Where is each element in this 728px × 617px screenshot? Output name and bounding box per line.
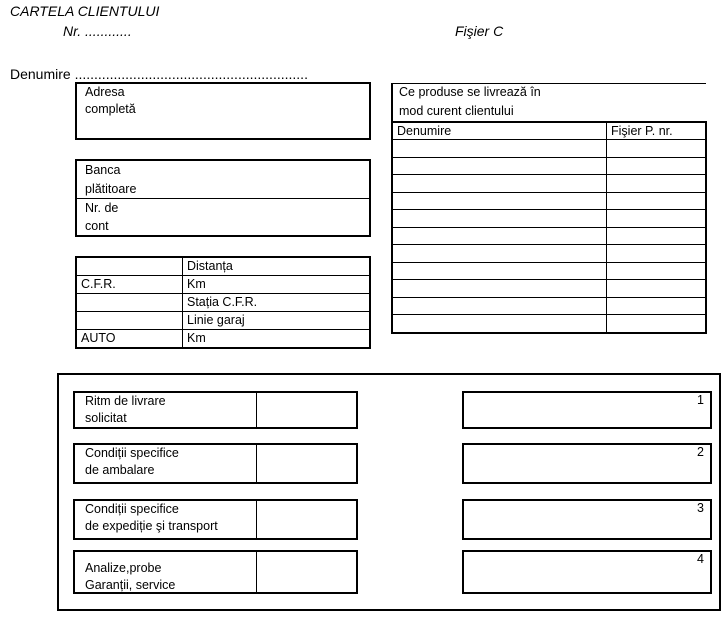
condition-label-box[interactable]: Analize,probe Garanții, service (73, 550, 358, 594)
condition-label: Garanții, service (85, 578, 176, 592)
transport-type-cell[interactable] (75, 311, 183, 330)
products-left-line (391, 83, 393, 122)
condition-value-box[interactable]: 3 (462, 499, 712, 540)
condition-label-box[interactable]: Condiții specifice de ambalare (73, 443, 358, 484)
condition-number: 3 (697, 501, 704, 515)
condition-label: de ambalare (85, 463, 155, 477)
transport-table: Distanța C.F.R. Km Stația C.F.R. Linie garaj… (75, 256, 371, 349)
condition-label-box[interactable]: Condiții specifice de expediție şi transp… (73, 499, 358, 540)
condition-number: 1 (697, 393, 704, 407)
transport-row: Linie garaj (75, 311, 371, 330)
transport-field-cell[interactable]: Stația C.F.R. (182, 293, 371, 312)
product-name-cell[interactable] (391, 139, 607, 158)
bank-box: Banca plătitoare Nr. de cont (75, 159, 371, 237)
bank-label-1: Banca (85, 163, 121, 177)
product-row (391, 296, 707, 315)
transport-row: C.F.R. Km (75, 275, 371, 294)
address-label-1: Adresa (85, 85, 125, 99)
product-file-cell[interactable] (606, 174, 707, 193)
product-file-cell[interactable] (606, 226, 707, 245)
card-number-field[interactable]: Nr. ............ (63, 23, 132, 39)
transport-type-cell[interactable]: C.F.R. (75, 275, 183, 294)
product-file-cell[interactable] (606, 314, 707, 333)
transport-field-cell[interactable]: Km (182, 275, 371, 294)
divider (77, 198, 369, 199)
product-file-cell[interactable] (606, 191, 707, 210)
product-name-cell[interactable] (391, 261, 607, 280)
product-name-cell[interactable] (391, 226, 607, 245)
account-label-1: Nr. de (85, 201, 119, 215)
product-file-cell[interactable] (606, 139, 707, 158)
transport-row: AUTO Km (75, 329, 371, 349)
transport-field-cell[interactable]: Km (182, 329, 371, 349)
column-header-name: Denumire (391, 121, 607, 140)
divider (256, 501, 257, 538)
product-file-cell[interactable] (606, 261, 707, 280)
transport-field-cell[interactable]: Linie garaj (182, 311, 371, 330)
product-row (391, 139, 707, 158)
transport-type-cell[interactable] (75, 256, 183, 276)
product-file-cell[interactable] (606, 156, 707, 175)
transport-row: Distanța (75, 256, 371, 276)
transport-type-cell[interactable]: AUTO (75, 329, 183, 349)
address-box[interactable]: Adresa completă (75, 82, 371, 140)
product-file-cell[interactable] (606, 279, 707, 298)
transport-row: Stația C.F.R. (75, 293, 371, 312)
product-file-cell[interactable] (606, 296, 707, 315)
condition-number: 4 (697, 552, 704, 566)
product-name-cell[interactable] (391, 244, 607, 263)
products-header-row: Denumire Fişier P. nr. (391, 121, 707, 140)
product-row (391, 226, 707, 245)
product-name-cell[interactable] (391, 191, 607, 210)
form-title: CARTELA CLIENTULUI (10, 3, 160, 19)
products-title-2: mod curent clientului (399, 104, 514, 118)
condition-label: Analize,probe (85, 561, 162, 575)
condition-number: 2 (697, 445, 704, 459)
product-name-cell[interactable] (391, 279, 607, 298)
account-label-2: cont (85, 219, 109, 233)
product-row (391, 244, 707, 263)
bank-label-2: plătitoare (85, 182, 137, 196)
condition-value-box[interactable]: 2 (462, 443, 712, 484)
product-name-cell[interactable] (391, 156, 607, 175)
divider (256, 393, 257, 427)
product-name-cell[interactable] (391, 296, 607, 315)
product-name-cell[interactable] (391, 174, 607, 193)
transport-field-cell[interactable]: Distanța (182, 256, 371, 276)
condition-label: Condiții specifice (85, 446, 179, 460)
product-file-cell[interactable] (606, 209, 707, 228)
divider (256, 552, 257, 592)
column-header-file: Fişier P. nr. (606, 121, 707, 140)
product-row (391, 191, 707, 210)
condition-label: solicitat (85, 411, 127, 425)
divider (256, 445, 257, 482)
product-row (391, 261, 707, 280)
product-row (391, 209, 707, 228)
condition-value-box[interactable]: 4 (462, 550, 712, 594)
condition-label: Ritm de livrare (85, 394, 166, 408)
condition-label: de expediție şi transport (85, 519, 218, 533)
conditions-box (57, 373, 721, 611)
condition-label: Condiții specifice (85, 502, 179, 516)
product-row (391, 279, 707, 298)
products-table: Denumire Fişier P. nr. (391, 121, 707, 334)
transport-type-cell[interactable] (75, 293, 183, 312)
product-row (391, 314, 707, 333)
products-top-line (391, 83, 706, 84)
product-file-cell[interactable] (606, 244, 707, 263)
products-title-1: Ce produse se livrează în (399, 85, 541, 99)
product-name-cell[interactable] (391, 209, 607, 228)
condition-value-box[interactable]: 1 (462, 391, 712, 429)
product-row (391, 156, 707, 175)
file-label: Fişier C (455, 23, 504, 39)
condition-label-box[interactable]: Ritm de livrare solicitat (73, 391, 358, 429)
client-name-field[interactable]: Denumire ...............................… (10, 66, 308, 82)
address-label-2: completă (85, 102, 136, 116)
product-row (391, 174, 707, 193)
product-name-cell[interactable] (391, 314, 607, 333)
